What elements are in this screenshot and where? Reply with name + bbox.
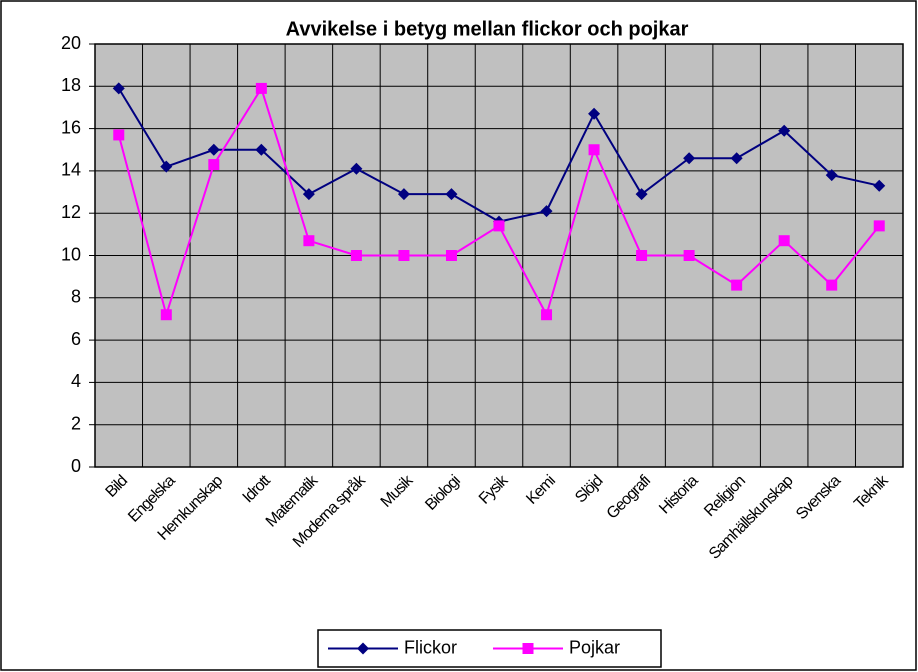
data-point — [350, 162, 363, 175]
data-point — [208, 159, 220, 171]
y-tick-label: 8 — [71, 287, 81, 307]
data-point — [825, 169, 838, 182]
data-point — [731, 279, 743, 291]
y-tick-label: 6 — [71, 329, 81, 349]
data-point — [826, 279, 838, 291]
chart-title: Avvikelse i betyg mellan flickor och poj… — [286, 18, 689, 40]
legend-marker — [522, 643, 534, 654]
data-point — [160, 309, 172, 321]
data-point — [303, 235, 315, 247]
y-tick-label: 14 — [61, 160, 81, 180]
legend-label: Flickor — [404, 637, 457, 657]
data-point — [873, 220, 885, 232]
y-tick-label: 16 — [61, 117, 81, 137]
data-point — [636, 250, 648, 261]
data-point — [112, 82, 125, 95]
data-point — [873, 179, 886, 192]
data-point — [541, 309, 553, 321]
legend-label: Pojkar — [569, 637, 620, 657]
data-point — [683, 152, 696, 165]
data-point — [207, 143, 220, 156]
data-point — [302, 188, 315, 201]
y-tick-label: 18 — [61, 75, 81, 95]
data-point — [113, 129, 125, 141]
plot-border — [94, 43, 904, 468]
data-point — [397, 188, 410, 201]
data-point — [778, 235, 790, 247]
data-point — [350, 250, 362, 261]
y-tick-label: 2 — [71, 413, 81, 433]
data-point — [778, 124, 791, 137]
data-point — [255, 143, 268, 156]
data-point — [445, 188, 458, 201]
data-point — [635, 188, 648, 201]
legend-marker — [357, 642, 369, 655]
data-point — [683, 250, 695, 261]
data-point — [493, 220, 505, 232]
legend-item: Flickor — [328, 637, 457, 657]
data-point — [160, 160, 173, 173]
data-point — [398, 250, 410, 261]
data-point — [445, 250, 457, 261]
data-point — [730, 152, 743, 165]
data-point — [255, 82, 267, 94]
data-point — [588, 144, 600, 156]
y-tick-label: 12 — [61, 202, 81, 222]
y-tick-label: 4 — [71, 371, 81, 391]
y-tick-label: 0 — [71, 456, 81, 476]
y-tick-label: 10 — [61, 244, 81, 264]
data-point — [540, 205, 553, 218]
data-point — [588, 107, 601, 120]
y-tick-label: 20 — [61, 33, 81, 53]
legend-item: Pojkar — [493, 637, 620, 657]
